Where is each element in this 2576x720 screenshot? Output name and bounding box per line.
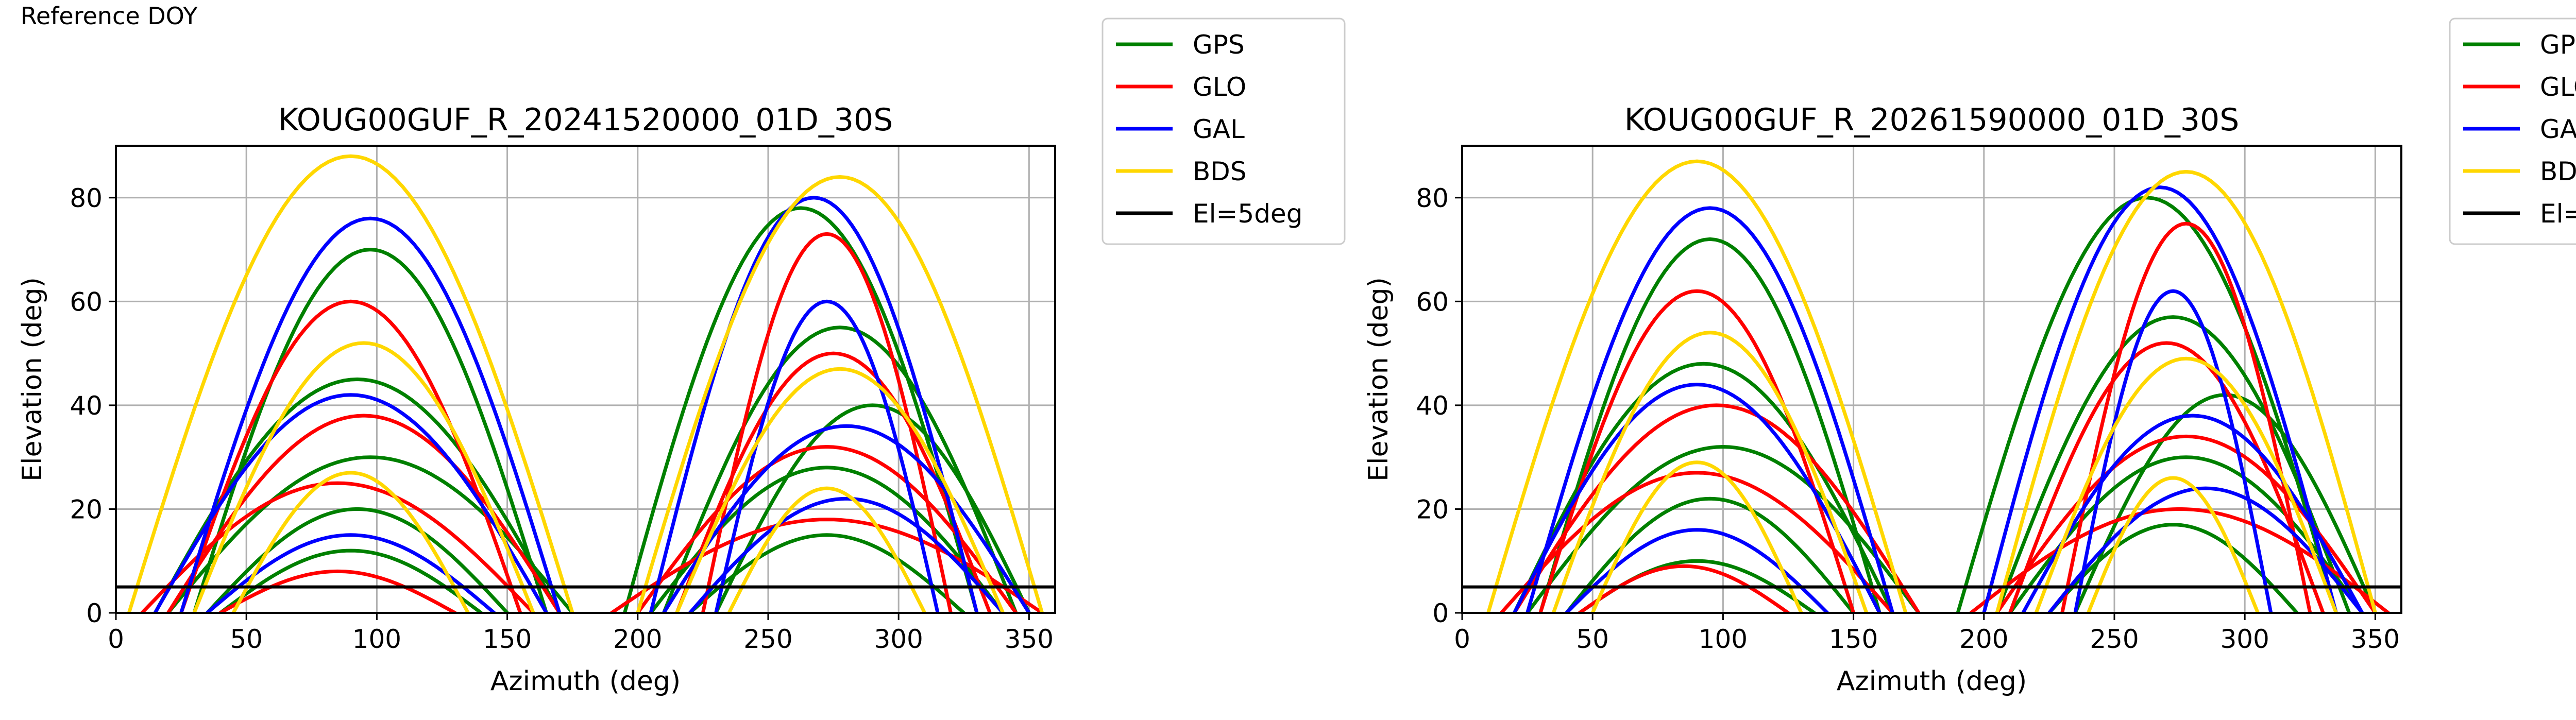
x-tick-label: 0 bbox=[108, 624, 124, 654]
axes-frame bbox=[1461, 145, 2402, 614]
y-tick-label: 80 bbox=[70, 183, 103, 213]
satellite-track-gal bbox=[714, 299, 940, 613]
x-axis-label: Azimuth (deg) bbox=[490, 666, 681, 697]
satellite-track-bds bbox=[636, 175, 1044, 613]
satellite-track-gal bbox=[2021, 414, 2364, 613]
legend-label: GPS bbox=[2540, 30, 2576, 60]
x-tick-label: 250 bbox=[743, 624, 792, 654]
satellite-track-bds bbox=[1590, 460, 1803, 613]
y-axis-label: Elevation (deg) bbox=[17, 277, 48, 482]
satellite-track-gal bbox=[205, 533, 496, 613]
satellite-track-gal bbox=[1565, 528, 1829, 613]
satellite-track-gps bbox=[166, 455, 574, 613]
skyplot-panel-1: 0 50 100 150 200 250 300 350 0 20 40 60 80 KOUG00GUF_… bbox=[17, 18, 1346, 697]
legend-label: BDS bbox=[1193, 157, 1247, 186]
x-tick-label: 50 bbox=[230, 624, 263, 654]
x-tick-label: 150 bbox=[483, 624, 532, 654]
satellite-track-gps bbox=[2047, 523, 2299, 613]
x-tick-label: 300 bbox=[874, 624, 923, 654]
x-tick-label: 0 bbox=[1454, 624, 1470, 654]
x-tick-label: 150 bbox=[1829, 624, 1878, 654]
satellite-track-gps bbox=[218, 548, 483, 613]
satellite-track-gal bbox=[1982, 185, 2338, 613]
x-tick-label: 50 bbox=[1576, 624, 1609, 654]
satellite-track-gal bbox=[2073, 289, 2273, 613]
legend-label: GAL bbox=[2540, 114, 2576, 144]
satellite-track-gps bbox=[205, 507, 510, 613]
satellite-track-bds bbox=[1995, 169, 2377, 613]
legend-label: GAL bbox=[1193, 114, 1245, 144]
satellite-track-gal bbox=[153, 393, 548, 613]
y-tick-label: 60 bbox=[1416, 287, 1449, 317]
satellite-track-gal bbox=[662, 424, 1031, 613]
satellite-track-gps bbox=[2073, 393, 2377, 613]
satellite-track-bds bbox=[127, 154, 574, 613]
x-tick-label: 350 bbox=[1005, 624, 1054, 654]
satellite-track-bds bbox=[2086, 476, 2260, 613]
satellite-track-glo bbox=[636, 444, 1018, 613]
x-tick-label: 250 bbox=[2090, 624, 2139, 654]
legend: GPS GLO GAL BDS El=5deg bbox=[1101, 18, 1346, 245]
satellite-track-gal bbox=[179, 216, 562, 613]
satellite-track-gps bbox=[192, 248, 548, 613]
satellite-track-glo bbox=[609, 518, 1044, 613]
legend-label: GLO bbox=[1193, 72, 1246, 102]
satellite-track-glo bbox=[2060, 221, 2312, 613]
y-tick-label: 80 bbox=[1416, 183, 1449, 213]
satellite-track-gps bbox=[1565, 496, 1856, 613]
page-title: Reference DOY bbox=[21, 2, 198, 30]
y-tick-label: 20 bbox=[1416, 494, 1449, 524]
legend-label: GLO bbox=[2540, 72, 2576, 102]
satellite-track-gps bbox=[1538, 237, 1882, 613]
satellite-track-glo bbox=[140, 481, 535, 613]
y-tick-label: 40 bbox=[70, 391, 103, 421]
skyplot-panel-2: 0 50 100 150 200 250 300 350 0 20 40 60 80 KOUG00GUF_… bbox=[1363, 18, 2576, 697]
satellite-track-glo bbox=[1512, 403, 1921, 613]
satellite-track-glo bbox=[1538, 289, 1856, 613]
x-tick-label: 200 bbox=[1959, 624, 2008, 654]
satellite-track-glo bbox=[1578, 564, 1790, 613]
chart-title: KOUG00GUF_R_20261590000_01D_30S bbox=[1624, 102, 2240, 138]
legend-label: El=5deg bbox=[1193, 199, 1302, 229]
satellite-track-bds bbox=[675, 367, 1005, 613]
satellite-track-gal bbox=[1512, 383, 1882, 613]
x-tick-label: 200 bbox=[613, 624, 662, 654]
legend-label: El=5deg bbox=[2540, 199, 2576, 229]
y-tick-label: 0 bbox=[1432, 598, 1449, 628]
legend-label: BDS bbox=[2540, 157, 2576, 186]
satellite-track-bds bbox=[1486, 159, 1908, 613]
satellite-track-bds bbox=[727, 486, 927, 613]
satellite-track-bds bbox=[231, 471, 470, 613]
y-tick-label: 20 bbox=[70, 494, 103, 524]
satellite-track-bds bbox=[1551, 331, 1869, 613]
x-tick-label: 100 bbox=[352, 624, 401, 654]
satellite-track-gal bbox=[649, 196, 979, 613]
satellite-track-glo bbox=[1499, 471, 1894, 613]
y-axis-label: Elevation (deg) bbox=[1363, 277, 1394, 482]
x-tick-label: 300 bbox=[2220, 624, 2269, 654]
x-tick-label: 100 bbox=[1699, 624, 1748, 654]
x-tick-label: 350 bbox=[2351, 624, 2400, 654]
y-tick-label: 0 bbox=[86, 598, 103, 628]
satellite-track-gal bbox=[2047, 486, 2364, 613]
satellite-track-gps bbox=[623, 206, 979, 613]
legend-label: GPS bbox=[1193, 30, 1245, 60]
satellite-track-gps bbox=[662, 325, 1018, 613]
satellite-track-gal bbox=[1526, 206, 1894, 613]
x-axis-label: Azimuth (deg) bbox=[1837, 666, 2027, 697]
satellite-track-glo bbox=[2008, 341, 2325, 613]
satellite-track-glo bbox=[218, 569, 457, 613]
y-tick-label: 40 bbox=[1416, 391, 1449, 421]
satellite-track-bds bbox=[192, 341, 535, 613]
satellite-track-bds bbox=[2034, 356, 2338, 613]
legend: GPS GLO GAL BDS El=5deg bbox=[2449, 18, 2576, 245]
satellite-track-glo bbox=[179, 299, 522, 613]
axes-frame bbox=[115, 145, 1056, 614]
satellite-track-gps bbox=[714, 403, 1031, 613]
y-tick-label: 60 bbox=[70, 287, 103, 317]
satellite-track-gal bbox=[688, 496, 1005, 613]
chart-title: KOUG00GUF_R_20241520000_01D_30S bbox=[278, 102, 893, 138]
